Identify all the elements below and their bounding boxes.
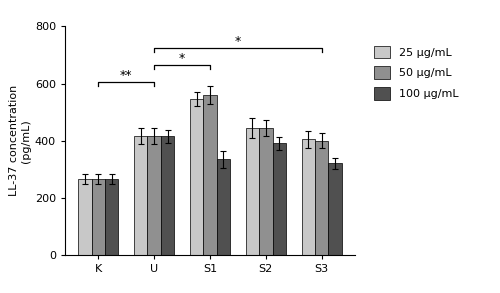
Bar <box>272 144 286 255</box>
Bar <box>148 136 161 255</box>
Y-axis label: LL-37 concentration
(pg/mL): LL-37 concentration (pg/mL) <box>9 85 30 196</box>
Bar <box>134 136 147 255</box>
Bar <box>161 136 174 255</box>
Bar <box>216 159 230 255</box>
Bar <box>105 179 118 255</box>
Bar <box>246 128 259 255</box>
Text: *: * <box>179 52 185 65</box>
Text: *: * <box>235 35 241 47</box>
Bar <box>302 139 315 255</box>
Bar <box>259 128 272 255</box>
Bar <box>204 95 216 255</box>
Text: **: ** <box>120 69 132 82</box>
Bar <box>328 163 342 255</box>
Bar <box>92 179 105 255</box>
Legend: 25 μg/mL, 50 μg/mL, 100 μg/mL: 25 μg/mL, 50 μg/mL, 100 μg/mL <box>372 43 460 102</box>
Bar <box>190 99 203 255</box>
Bar <box>78 179 92 255</box>
Bar <box>315 141 328 255</box>
